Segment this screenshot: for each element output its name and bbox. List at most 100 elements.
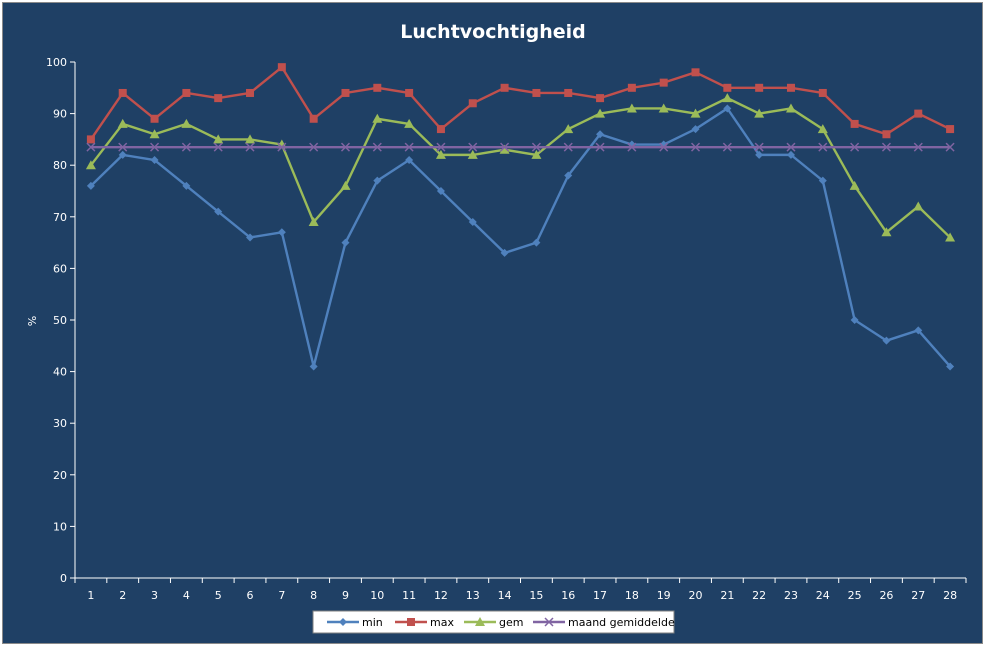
data-point-min [373, 176, 382, 185]
data-point-gem [722, 93, 733, 103]
data-point-gem [913, 201, 924, 211]
y-tick-label: 0 [60, 572, 67, 585]
legend-item-maand-gemiddelde: maand gemiddelde [533, 616, 675, 629]
x-tick-label: 5 [215, 589, 222, 602]
data-point-maand-gemiddelde [181, 142, 191, 152]
x-tick-label: 18 [625, 589, 639, 602]
x-tick-label: 14 [498, 589, 512, 602]
series-layer [85, 63, 956, 371]
y-tick-label: 70 [53, 211, 67, 224]
data-point-gem [435, 149, 446, 159]
x-tick-label: 12 [434, 589, 448, 602]
data-point-gem [467, 149, 478, 159]
data-point-maand-gemiddelde [150, 142, 160, 152]
y-tick-label: 10 [53, 520, 67, 533]
data-point-min [436, 187, 445, 195]
data-point-max [723, 83, 732, 92]
legend-label-gem: gem [499, 616, 523, 629]
data-point-gem [308, 216, 319, 226]
data-point-min [755, 150, 764, 159]
data-point-min [277, 228, 286, 237]
data-point-maand-gemiddelde [531, 142, 541, 152]
data-point-min [946, 362, 955, 371]
data-point-max [882, 130, 891, 139]
series-min [86, 104, 955, 371]
data-point-gem [245, 134, 256, 144]
x-tick-label: 22 [752, 589, 766, 602]
legend-marker-gem [475, 617, 485, 626]
x-tick-label: 1 [87, 589, 94, 602]
series-line-min [90, 107, 951, 368]
x-tick-label: 25 [848, 589, 862, 602]
data-point-maand-gemiddelde [595, 142, 605, 152]
data-point-max [850, 119, 859, 128]
data-point-max [341, 88, 350, 97]
data-point-gem [499, 144, 510, 154]
y-axis-label: % [26, 316, 39, 326]
data-point-maand-gemiddelde [659, 142, 669, 152]
x-tick-label: 2 [119, 589, 126, 602]
data-point-min [500, 248, 509, 257]
x-tick-label: 4 [183, 589, 190, 602]
x-tick-label: 23 [784, 589, 798, 602]
x-tick-label: 24 [816, 589, 830, 602]
series-gem [85, 93, 956, 242]
x-tick-label: 10 [370, 589, 384, 602]
data-point-max [118, 88, 127, 97]
data-point-gem [849, 180, 860, 190]
data-point-min [405, 156, 414, 165]
data-point-maand-gemiddelde [404, 142, 414, 152]
data-point-maand-gemiddelde [118, 142, 128, 152]
series-line-max [89, 65, 951, 141]
legend-marker-maand-gemiddelde [544, 617, 554, 627]
data-point-min [341, 238, 350, 247]
data-point-max [436, 125, 445, 134]
legend-label-maand-gemiddelde: maand gemiddelde [568, 616, 675, 629]
data-point-max [818, 88, 827, 97]
x-tick-label: 27 [911, 589, 925, 602]
data-point-min [468, 217, 477, 226]
data-point-gem [340, 180, 351, 190]
data-point-gem [404, 118, 415, 128]
data-point-max [246, 88, 255, 97]
axes [74, 62, 966, 579]
data-point-maand-gemiddelde [786, 142, 796, 152]
data-point-maand-gemiddelde [245, 142, 255, 152]
y-tick-label: 40 [53, 366, 67, 379]
data-point-maand-gemiddelde [913, 142, 923, 152]
data-point-gem [881, 227, 892, 237]
data-point-maand-gemiddelde [468, 142, 478, 152]
data-point-maand-gemiddelde [436, 142, 446, 152]
data-point-max [373, 83, 382, 92]
data-point-max [277, 63, 286, 72]
x-tick-label: 3 [151, 589, 158, 602]
data-point-min [214, 207, 223, 216]
legend-label-max: max [430, 616, 454, 629]
data-point-min [818, 176, 827, 185]
data-point-min [691, 125, 700, 134]
data-point-maand-gemiddelde [945, 142, 955, 152]
data-point-min [246, 233, 255, 242]
y-tick-label: 30 [53, 417, 67, 430]
data-point-gem [117, 118, 128, 128]
data-point-gem [754, 108, 765, 118]
data-point-min [86, 181, 95, 190]
legend-item-max: max [395, 616, 454, 629]
data-point-max [182, 88, 191, 97]
x-tick-label: 15 [529, 589, 543, 602]
data-point-max [468, 99, 477, 108]
data-point-gem [213, 134, 224, 144]
legend-item-gem: gem [464, 616, 523, 629]
data-point-maand-gemiddelde [754, 142, 764, 152]
legend: min max gem maand gemiddelde [312, 610, 675, 634]
data-point-gem [817, 124, 828, 134]
series-line-gem [89, 96, 951, 239]
data-point-min [786, 150, 795, 159]
data-point-max [914, 109, 923, 118]
data-point-gem [563, 124, 574, 134]
x-tick-label: 11 [402, 589, 416, 602]
y-tick-label: 50 [53, 314, 67, 327]
data-point-max [309, 114, 318, 123]
data-point-min [118, 150, 127, 159]
